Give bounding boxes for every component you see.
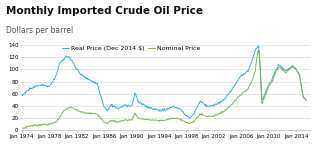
Real Price (Dec 2014 $) bbox=[257, 45, 260, 47]
Nominal Price bbox=[157, 120, 161, 122]
Real Price (Dec 2014 $) bbox=[155, 109, 159, 111]
Legend: Real Price (Dec 2014 $), Nominal Price: Real Price (Dec 2014 $), Nominal Price bbox=[62, 47, 201, 52]
Real Price (Dec 2014 $) bbox=[305, 99, 308, 101]
Nominal Price bbox=[305, 99, 308, 101]
Text: Monthly Imported Crude Oil Price: Monthly Imported Crude Oil Price bbox=[6, 6, 203, 16]
Real Price (Dec 2014 $) bbox=[254, 48, 258, 50]
Nominal Price bbox=[175, 117, 178, 119]
Line: Real Price (Dec 2014 $): Real Price (Dec 2014 $) bbox=[22, 46, 306, 118]
Real Price (Dec 2014 $) bbox=[299, 82, 303, 84]
Nominal Price bbox=[257, 49, 260, 51]
Real Price (Dec 2014 $) bbox=[188, 117, 192, 119]
Nominal Price bbox=[20, 127, 24, 129]
Real Price (Dec 2014 $) bbox=[157, 109, 161, 111]
Nominal Price bbox=[254, 66, 258, 68]
Real Price (Dec 2014 $) bbox=[174, 106, 178, 108]
Nominal Price bbox=[21, 128, 24, 130]
Nominal Price bbox=[299, 81, 303, 83]
Real Price (Dec 2014 $) bbox=[20, 93, 24, 95]
Nominal Price bbox=[190, 121, 194, 123]
Real Price (Dec 2014 $) bbox=[190, 115, 194, 117]
Nominal Price bbox=[156, 120, 160, 122]
Text: Dollars per barrel: Dollars per barrel bbox=[6, 26, 74, 35]
Line: Nominal Price: Nominal Price bbox=[22, 50, 306, 129]
